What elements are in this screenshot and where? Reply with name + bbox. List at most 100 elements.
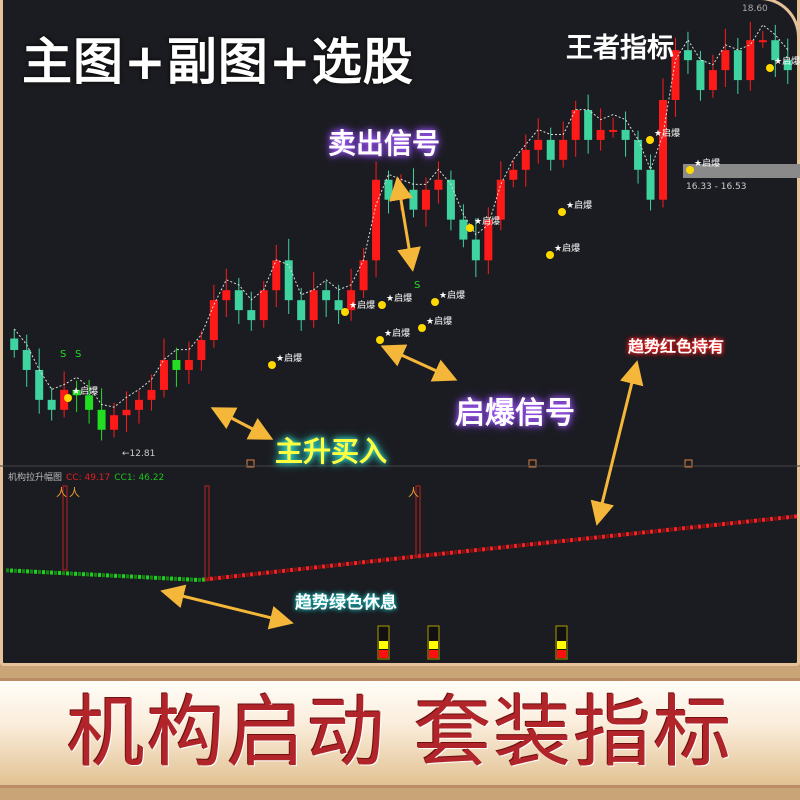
banner-text: 机构启动 套装指标 xyxy=(66,688,734,778)
candle-body xyxy=(347,290,356,311)
candle-body xyxy=(696,60,705,91)
sell-arrow xyxy=(389,176,421,272)
candle-body xyxy=(559,139,568,160)
brand-title: 王者指标 xyxy=(566,33,674,64)
signal-dot xyxy=(378,301,386,309)
signal-dot xyxy=(64,394,72,402)
signal-dot xyxy=(268,361,276,369)
low-price-label: ←12.81 xyxy=(122,449,155,459)
stock-chart: 18.60 ←12.81 16.33 - 16.53 ★启爆 ★启爆 ★启爆 ★启爆 ★启爆 ★… xyxy=(0,4,800,660)
signal-label: ★启爆 xyxy=(384,327,410,339)
sell-signal-label: 卖出信号 xyxy=(328,127,441,160)
signal-label: ★启爆 xyxy=(349,299,375,311)
sell-mark: S xyxy=(75,349,81,360)
gauge-yellow xyxy=(557,641,566,649)
candle-body xyxy=(484,219,493,261)
walker-icon: 人 xyxy=(69,486,80,499)
signal-label: ★启爆 xyxy=(426,315,452,327)
bottom-banner: 机构启动 套装指标 xyxy=(0,678,800,788)
gauge-red xyxy=(429,650,438,658)
candle-body xyxy=(546,139,555,160)
price-band xyxy=(683,164,800,178)
signal-dot xyxy=(558,208,566,216)
walker-icon: 人 xyxy=(408,486,419,499)
candle-body xyxy=(35,369,44,400)
candle-body xyxy=(446,179,455,220)
signal-label: ★启爆 xyxy=(694,157,720,169)
candle-body xyxy=(209,300,218,341)
band-label: 16.33 - 16.53 xyxy=(686,182,747,192)
signal-dot xyxy=(341,308,349,316)
signal-label: ★启爆 xyxy=(566,199,592,211)
candle-body xyxy=(359,260,368,291)
candle-body xyxy=(708,70,717,91)
candle-body xyxy=(247,310,256,321)
signal-label: ★启爆 xyxy=(554,242,580,254)
candle-body xyxy=(609,129,618,132)
candle-body xyxy=(135,399,143,410)
signal-dot xyxy=(766,64,774,72)
candle-body xyxy=(421,189,430,210)
walker-icon: 人 xyxy=(56,486,67,499)
signal-dot xyxy=(431,298,439,306)
signal-label: ★启爆 xyxy=(774,55,800,67)
candle-body xyxy=(509,169,518,180)
candle-body xyxy=(496,179,505,220)
lift-bar xyxy=(62,485,68,571)
candle-body xyxy=(434,179,443,190)
signal-label: ★启爆 xyxy=(72,385,98,397)
candle-body xyxy=(147,389,156,400)
candle-body xyxy=(384,179,393,200)
candle-body xyxy=(409,189,418,210)
candle-body xyxy=(222,290,231,301)
signal-label: ★启爆 xyxy=(474,215,500,227)
candle-body xyxy=(297,300,306,321)
candle-body xyxy=(596,129,605,140)
candle-body xyxy=(534,139,543,150)
candle-body xyxy=(783,60,792,71)
candle-body xyxy=(758,40,767,43)
candle-body xyxy=(184,359,193,370)
candle-body xyxy=(634,139,643,170)
subchart-name: 机构拉升幅图 xyxy=(8,473,63,483)
trend-rest-label: 趋势绿色休息 xyxy=(295,593,397,613)
trend-hold-label: 趋势红色持有 xyxy=(628,337,725,356)
candle-body xyxy=(683,50,692,61)
cc1-value: CC1: 46.22 xyxy=(114,473,165,483)
candle-body xyxy=(110,415,119,430)
candle-body xyxy=(334,300,343,311)
signal-dot xyxy=(418,324,426,332)
signal-label: ★启爆 xyxy=(439,289,465,301)
sell-mark: S xyxy=(414,280,420,291)
lift-bar xyxy=(204,485,210,581)
candle-body xyxy=(571,109,580,140)
signal-label: ★启爆 xyxy=(276,352,302,364)
candle-body xyxy=(771,40,780,61)
signal-dot xyxy=(686,166,694,174)
candle-body xyxy=(60,389,69,410)
event-icon xyxy=(528,459,537,468)
candle-body xyxy=(584,109,593,140)
candle-body xyxy=(197,340,206,360)
gauge-red xyxy=(557,650,566,658)
candle-body xyxy=(659,100,667,200)
gauge-yellow xyxy=(379,641,388,649)
candle-body xyxy=(97,409,106,430)
candle-body xyxy=(10,338,19,351)
burst-arrow xyxy=(380,344,458,382)
signal-dot xyxy=(376,336,384,344)
signal-dot xyxy=(646,136,654,144)
candle-body xyxy=(172,359,181,370)
burst-signal-label: 启爆信号 xyxy=(455,396,575,431)
gauge-yellow xyxy=(429,641,438,649)
gauge-red xyxy=(379,650,388,658)
page-title: 主图+副图+选股 xyxy=(22,33,414,91)
candle-body xyxy=(284,260,293,301)
lift-bar xyxy=(415,485,421,558)
subchart-header: 机构拉升幅图 CC: 49.17 CC1: 46.22 xyxy=(4,470,164,483)
candle-body xyxy=(372,179,381,261)
candle-body xyxy=(459,219,468,240)
candle-body xyxy=(521,149,530,170)
rest-arrow xyxy=(160,584,294,630)
candle-body xyxy=(22,350,31,370)
